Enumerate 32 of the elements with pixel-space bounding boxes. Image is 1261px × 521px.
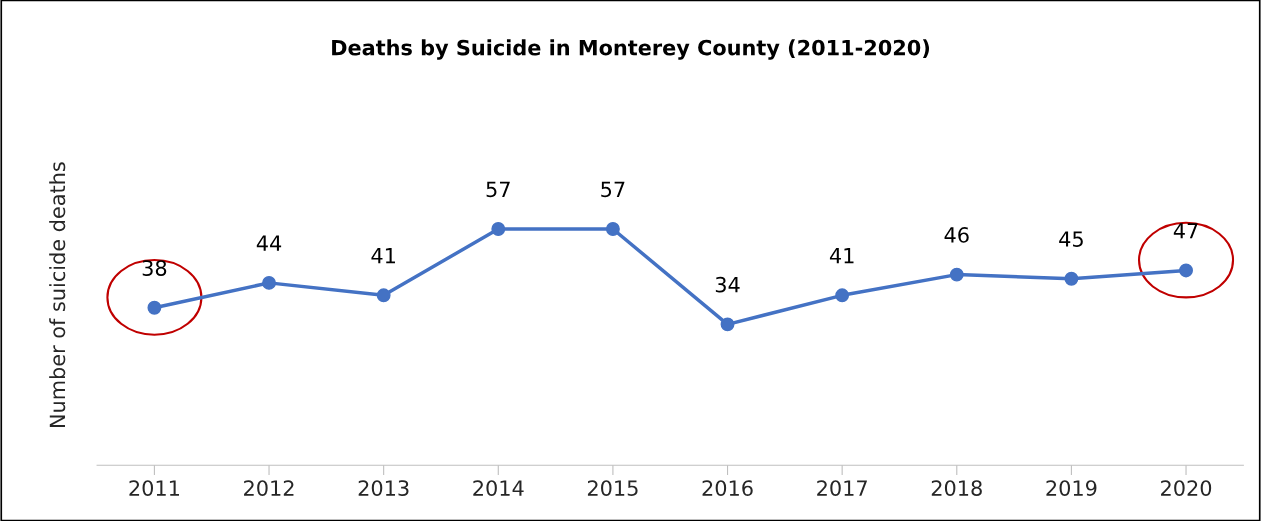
x-tick-label: 2014 [473,480,524,496]
point [605,222,620,236]
x-tick-label: 2015 [587,480,638,496]
x-tick-label: 2013 [358,480,409,496]
data-label: 44 [256,235,282,251]
x-tick-label: 2016 [702,480,753,496]
x-tick-label: 2011 [129,480,179,496]
point [949,267,964,282]
point [376,288,391,303]
data-label: 41 [371,248,395,264]
x-tick-label: 2017 [817,480,867,496]
x-tick-label: 2019 [1046,480,1097,496]
y-axis-title: Number of suicide deaths [49,162,66,427]
point [491,222,506,236]
point [720,317,735,332]
data-label: 41 [829,248,854,264]
point [147,300,162,315]
chart-title: Deaths by Suicide in Monterey County (2011-2020) [332,39,929,60]
point [1064,271,1079,286]
data-label: 45 [1059,231,1083,247]
data-label: 46 [944,227,969,243]
data-label: 38 [142,260,167,276]
point [835,288,850,303]
x-tick-label: 2012 [244,480,294,496]
x-tick-label: 2020 [1161,480,1212,496]
data-label: 57 [601,181,625,198]
point [262,275,276,290]
data-label: 47 [1173,223,1198,239]
point [1179,263,1193,278]
x-tick-label: 2018 [931,480,982,496]
data-label: 34 [715,276,740,293]
data-label: 57 [486,181,510,198]
